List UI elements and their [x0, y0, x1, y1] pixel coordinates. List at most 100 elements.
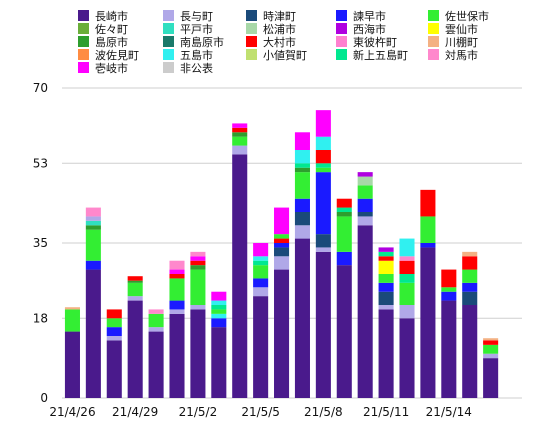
legend-label: 時津町 — [263, 10, 296, 23]
bar-segment — [441, 291, 457, 301]
legend-label: 大村市 — [263, 35, 296, 49]
bar-segment — [378, 274, 394, 283]
legend-item: 南島原市 — [163, 35, 224, 49]
bar-segment — [315, 247, 331, 252]
bar-segment — [336, 212, 352, 217]
bar-segment — [336, 207, 352, 212]
bar-segment — [357, 198, 373, 212]
bar-segment — [85, 216, 101, 221]
bar-segment — [211, 305, 227, 310]
bar-segment — [336, 265, 352, 398]
bar-stack — [190, 251, 206, 398]
bar-segment — [378, 256, 394, 261]
bar-segment — [64, 309, 80, 332]
legend-swatch — [163, 36, 174, 47]
legend-swatch — [428, 36, 439, 47]
bar-segment — [274, 243, 290, 248]
legend-swatch — [163, 23, 174, 34]
bar-segment — [253, 296, 269, 398]
bar-segment — [85, 269, 101, 398]
legend-swatch — [336, 49, 347, 60]
bar-segment — [211, 309, 227, 314]
bar-segment — [253, 287, 269, 297]
legend-swatch — [78, 49, 89, 60]
legend-swatch — [78, 62, 89, 73]
legend-swatch — [163, 62, 174, 73]
bar-segment — [253, 243, 269, 257]
x-axis: 21/4/26 21/4/29 21/5/2 21/5/5 21/5/8 21/5/11 2… — [49, 405, 472, 419]
legend-swatch — [246, 36, 257, 47]
bar-segment — [378, 309, 394, 398]
bar-stack — [483, 338, 499, 398]
legend-label: 壱岐市 — [95, 61, 128, 75]
legend-label: 平戸市 — [180, 22, 213, 36]
x-tick-label: 21/4/29 — [112, 405, 158, 419]
x-tick-label: 21/4/26 — [49, 405, 95, 419]
bar-segment — [169, 313, 185, 398]
bar-segment — [127, 296, 143, 301]
bar-segment — [336, 198, 352, 208]
bar-segment — [462, 305, 478, 398]
bar-segment — [399, 260, 415, 274]
bar-segment — [253, 265, 269, 279]
bar-stack — [336, 198, 352, 398]
bar-segment — [315, 251, 331, 398]
bar-segment — [483, 340, 499, 345]
bar-segment — [190, 305, 206, 310]
legend-item: 対馬市 — [428, 48, 478, 62]
legend-swatch — [428, 23, 439, 34]
bar-segment — [190, 251, 206, 257]
legend-label: 長崎市 — [95, 9, 128, 23]
legend-label: 東彼杵町 — [353, 35, 397, 49]
x-tick-label: 21/5/11 — [363, 405, 409, 419]
y-tick-label: 53 — [33, 156, 48, 170]
bar-segment — [294, 150, 310, 164]
bar-segment — [399, 282, 415, 305]
bar-segment — [336, 216, 352, 252]
bar-segment — [357, 212, 373, 217]
bar-segment — [441, 300, 457, 398]
legend-item: 小値賀町 — [246, 49, 307, 62]
legend-swatch — [336, 23, 347, 34]
bar-segment — [357, 172, 373, 177]
bar-segment — [462, 256, 478, 270]
bar-segment — [232, 123, 248, 128]
legend-label: 川棚町 — [445, 35, 478, 49]
bar-stack — [232, 123, 248, 398]
bar-segment — [106, 318, 122, 328]
bar-segment — [483, 353, 499, 359]
bar-segment — [232, 145, 248, 155]
legend-item: 佐々町 — [78, 22, 128, 36]
x-tick-label: 21/5/5 — [241, 405, 280, 419]
legend-swatch — [246, 10, 257, 21]
legend-item: 西海市 — [336, 22, 386, 36]
bar-segment — [274, 207, 290, 235]
bar-stack — [462, 251, 478, 398]
bar-segment — [420, 247, 436, 398]
bar-segment — [378, 282, 394, 292]
bar-segment — [169, 274, 185, 279]
y-tick-label: 35 — [33, 236, 48, 250]
bar-segment — [253, 260, 269, 266]
bar-stack — [169, 260, 185, 398]
legend-item: 長崎市 — [78, 9, 128, 23]
bar-segment — [85, 225, 101, 230]
bar-stack — [64, 307, 80, 398]
bar-segment — [462, 291, 478, 305]
legend-swatch — [78, 10, 89, 21]
bar-segment — [85, 220, 101, 226]
bar-segment — [378, 247, 394, 252]
bar-segment — [315, 172, 331, 235]
bar-segment — [399, 305, 415, 319]
bar-segment — [483, 358, 499, 398]
legend-item: 川棚町 — [428, 35, 478, 49]
bar-segment — [357, 185, 373, 199]
bar-segment — [357, 176, 373, 186]
bar-segment — [85, 207, 101, 217]
y-tick-label: 0 — [40, 391, 48, 405]
bar-segment — [106, 336, 122, 341]
bar-segment — [294, 198, 310, 212]
bar-segment — [315, 234, 331, 248]
bar-segment — [148, 331, 164, 398]
bar-segment — [399, 238, 415, 257]
